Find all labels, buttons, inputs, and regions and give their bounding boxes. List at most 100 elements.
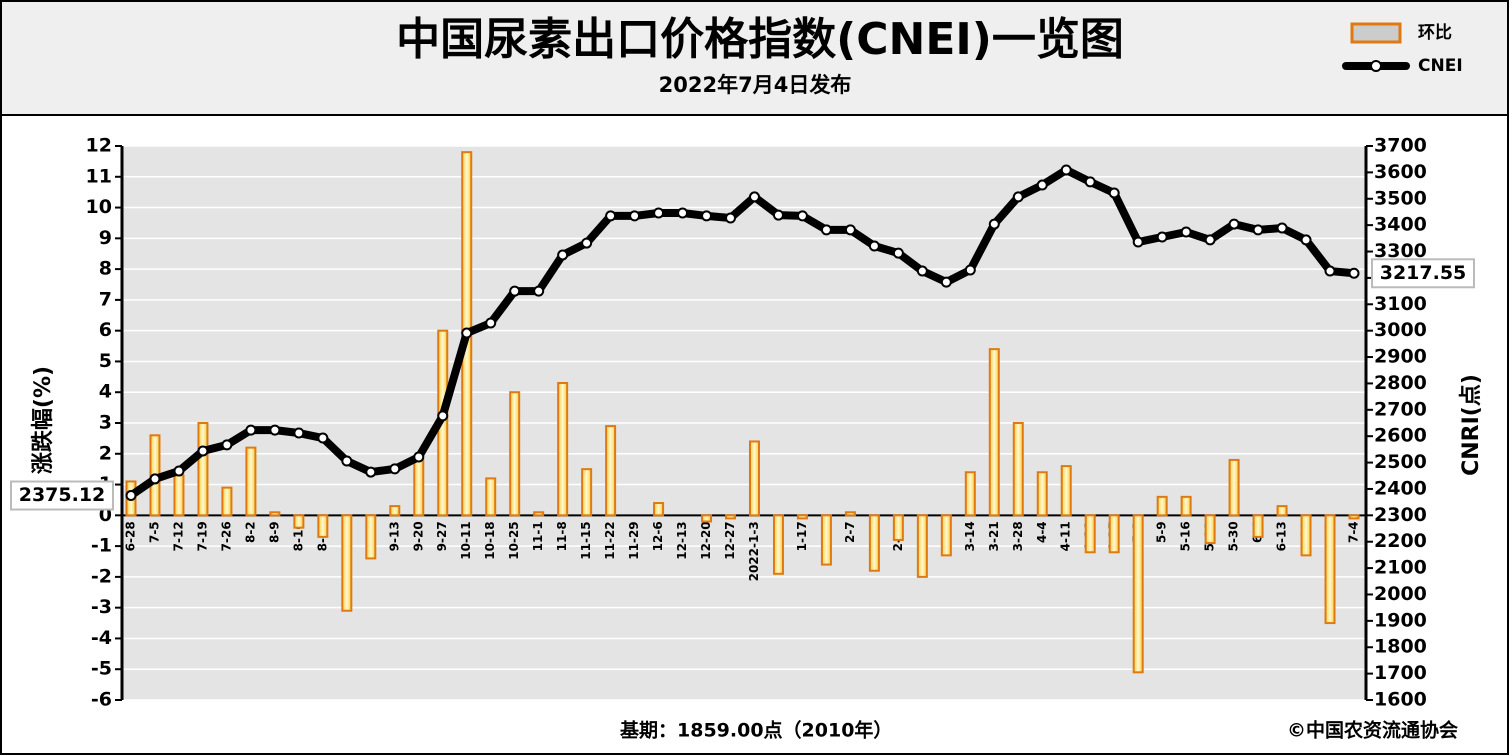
y2-tick-label: 3700 <box>1374 135 1427 157</box>
bar <box>988 348 1000 517</box>
y-axis-title: 涨跌幅(%) <box>31 366 56 474</box>
x-tick-label: 6-28 <box>124 521 138 551</box>
bar <box>844 511 856 517</box>
line-point <box>389 463 401 475</box>
y2-tick-label: 3600 <box>1374 161 1427 183</box>
line-point <box>341 455 353 467</box>
bar <box>653 502 665 517</box>
bar <box>1132 514 1144 674</box>
line-point <box>868 240 880 252</box>
line-point <box>748 191 760 203</box>
bar <box>1180 495 1192 517</box>
line-point <box>1180 226 1192 238</box>
line-point <box>629 210 641 222</box>
line-point <box>125 490 137 502</box>
line-point <box>149 473 161 485</box>
line-point <box>1012 191 1024 203</box>
y-tick-label: 6 <box>99 319 112 341</box>
line-point <box>461 327 473 339</box>
chart-title: 中国尿素出口价格指数(CNEI)一览图 <box>396 14 1124 65</box>
line-point <box>485 317 497 329</box>
x-tick-label: 4-11 <box>1059 521 1073 551</box>
y-tick-label: 2 <box>99 442 112 464</box>
line-point <box>796 210 808 222</box>
line-point <box>437 410 449 422</box>
line-point <box>533 285 545 297</box>
y2-axis-title: CNRI(点) <box>1458 374 1484 476</box>
x-tick-label: 7-4 <box>1347 521 1361 543</box>
y2-tick-label: 1800 <box>1374 636 1427 658</box>
line-point <box>940 276 952 288</box>
x-tick-label: 6-13 <box>1275 521 1289 551</box>
x-tick-label: 2-7 <box>843 521 857 543</box>
x-tick-label: 3-28 <box>1011 521 1025 551</box>
bar <box>581 468 593 517</box>
x-tick-label: 12-13 <box>675 521 689 559</box>
x-tick-label: 5-30 <box>1227 521 1241 551</box>
y2-tick-label: 3400 <box>1374 214 1427 236</box>
bar <box>1156 495 1168 517</box>
y-tick-label: 12 <box>86 135 112 157</box>
bar <box>413 458 425 517</box>
line-point <box>1060 164 1072 176</box>
line-point <box>1252 224 1264 236</box>
line-point <box>772 209 784 221</box>
line-point <box>173 465 185 477</box>
bar <box>509 391 521 517</box>
line-point <box>221 439 233 451</box>
bar <box>1228 458 1240 517</box>
x-tick-label: 3-21 <box>987 521 1001 551</box>
value-label-box <box>10 480 114 511</box>
line-point <box>1132 236 1144 248</box>
bar <box>533 511 545 517</box>
line-point <box>1084 176 1096 188</box>
y2-tick-label: 2900 <box>1374 346 1427 368</box>
line-point <box>916 265 928 277</box>
y-tick-label: 5 <box>99 350 112 372</box>
line-point <box>1108 187 1120 199</box>
line-point <box>653 207 665 219</box>
legend-swatch <box>1350 22 1402 44</box>
line-point <box>581 237 593 249</box>
bar <box>1084 514 1096 554</box>
line-point <box>1036 179 1048 191</box>
bar <box>1252 514 1264 538</box>
x-tick-label: 10-25 <box>507 521 521 559</box>
y-tick-label: 8 <box>99 258 112 280</box>
line-point <box>1324 265 1336 277</box>
line-point <box>1156 231 1168 243</box>
value-label-box <box>1371 258 1475 289</box>
y-tick-label: -5 <box>91 658 112 680</box>
y2-tick-label: 2000 <box>1374 583 1427 605</box>
bar <box>1348 514 1360 520</box>
bar <box>173 474 185 517</box>
bar <box>725 514 737 520</box>
x-tick-label: 8-2 <box>243 521 257 543</box>
y-tick-label: -4 <box>91 627 112 649</box>
y2-tick-label: 2200 <box>1374 530 1427 552</box>
line-point <box>605 210 617 222</box>
bar <box>1324 514 1336 625</box>
legend-label: CNEI <box>1418 56 1463 76</box>
y-tick-label: -1 <box>91 535 112 557</box>
bar <box>796 514 808 520</box>
line-point <box>701 210 713 222</box>
x-tick-label: 11-15 <box>579 521 593 559</box>
y-tick-label: -3 <box>91 596 112 618</box>
x-tick-label: 10-18 <box>483 521 497 559</box>
bar <box>701 514 713 523</box>
value-label: 2375.12 <box>19 484 106 506</box>
line-point <box>413 451 425 463</box>
bar <box>1204 514 1216 545</box>
x-tick-label: 9-27 <box>435 521 449 551</box>
bar <box>940 514 952 557</box>
y2-tick-label: 2700 <box>1374 398 1427 420</box>
x-tick-label: 11-22 <box>603 521 617 559</box>
bar <box>293 514 305 529</box>
y-tick-label: 7 <box>99 288 112 310</box>
legend-marker <box>1370 60 1382 72</box>
x-tick-label: 7-5 <box>147 521 161 543</box>
y2-tick-label: 2100 <box>1374 557 1427 579</box>
base-note: 基期：1859.00点（2010年） <box>619 719 892 742</box>
